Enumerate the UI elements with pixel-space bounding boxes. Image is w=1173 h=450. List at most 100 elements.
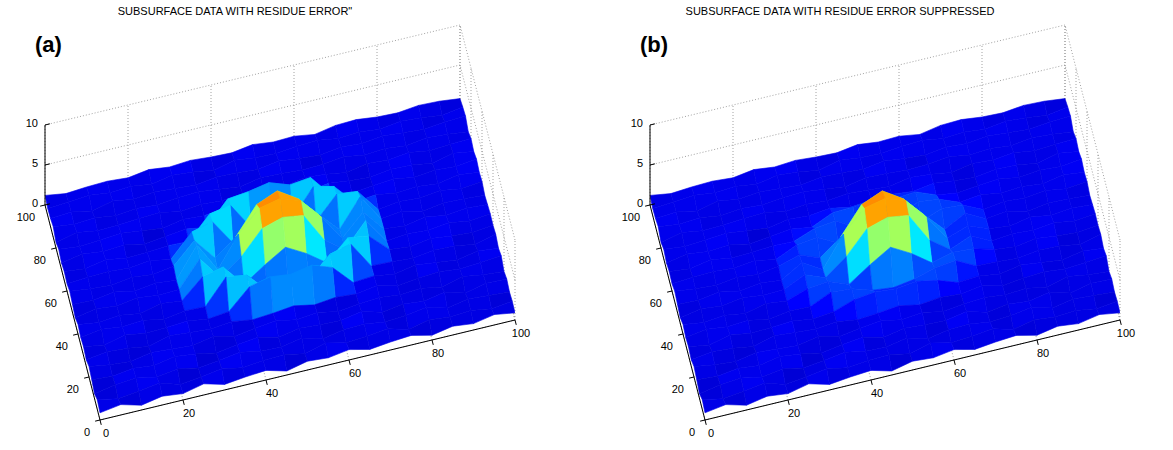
y-tick-label: 80 xyxy=(639,254,651,266)
surface-face xyxy=(738,366,762,379)
surface-face xyxy=(889,178,913,195)
x-tick xyxy=(183,400,184,405)
surface-face xyxy=(868,355,892,371)
surface-face xyxy=(222,368,246,385)
x-tick-label: 0 xyxy=(103,427,109,439)
surface-face xyxy=(388,329,412,342)
grid-line xyxy=(650,25,1065,125)
y-tick xyxy=(62,291,67,292)
y-tick xyxy=(51,248,56,249)
surface-face xyxy=(686,329,710,346)
surface-face xyxy=(1014,151,1038,165)
surface-face xyxy=(842,337,866,352)
surface-face xyxy=(878,306,902,321)
surface xyxy=(45,99,515,413)
chart-title: SUBSURFACE DATA WITH RESIDUE ERROR SUPPR… xyxy=(686,5,995,17)
x-tick xyxy=(954,360,955,365)
y-tick-label: 40 xyxy=(661,340,673,352)
surface-face xyxy=(333,268,357,298)
surface-face xyxy=(951,336,975,349)
y-tick-label: 60 xyxy=(45,297,57,309)
grid-line xyxy=(482,111,483,191)
surface-face xyxy=(848,360,872,377)
surface-face xyxy=(1034,317,1058,335)
surface-face xyxy=(790,307,814,321)
surface-face xyxy=(95,385,119,400)
x-tick-label: 40 xyxy=(266,387,278,399)
grid-line xyxy=(1109,197,1110,277)
surface-face xyxy=(1065,262,1089,276)
surface-face xyxy=(374,274,398,286)
x-tick xyxy=(515,320,516,325)
surface-face xyxy=(460,262,484,276)
y-tick-label: 80 xyxy=(34,254,46,266)
surface-face xyxy=(406,138,430,153)
surface-face xyxy=(69,195,93,212)
y-tick xyxy=(656,248,661,249)
surface-face xyxy=(341,144,365,157)
x-tick xyxy=(1120,320,1121,325)
y-tick-label: 60 xyxy=(650,297,662,309)
surface-face xyxy=(920,125,944,140)
surface-face xyxy=(121,231,145,245)
surface-face xyxy=(418,272,442,289)
surface-face xyxy=(315,125,339,140)
grid-line xyxy=(45,25,460,125)
grid-line xyxy=(694,277,1109,377)
grid-line xyxy=(493,154,494,234)
x-tick xyxy=(432,340,433,345)
surface-face xyxy=(765,383,789,396)
surface-face xyxy=(730,333,754,348)
surface-face xyxy=(971,236,995,250)
y-tick-label: 0 xyxy=(84,426,90,438)
grid-line xyxy=(672,191,1087,291)
panel-label: (b) xyxy=(640,32,668,57)
surface-face xyxy=(806,369,830,385)
surface-face xyxy=(824,352,848,369)
surface-face xyxy=(438,175,462,191)
surface-face xyxy=(75,309,99,325)
surface-face xyxy=(147,246,171,261)
surface-face xyxy=(661,233,685,250)
surface-face xyxy=(243,360,267,377)
grid-line xyxy=(100,320,515,420)
surface-face xyxy=(211,322,235,337)
surface-face xyxy=(446,208,470,223)
grid-line xyxy=(650,65,1065,165)
surface-face xyxy=(103,245,127,260)
surface-face xyxy=(315,297,339,312)
surface-face xyxy=(1073,296,1097,311)
y-tick xyxy=(700,420,705,421)
surface-face xyxy=(1014,320,1038,336)
z-tick xyxy=(45,164,50,165)
grid-line xyxy=(504,197,505,277)
surface-face xyxy=(976,262,1000,276)
surface-face xyxy=(409,320,433,336)
surface-face xyxy=(182,277,206,311)
surface-face xyxy=(990,316,1014,330)
grid-line xyxy=(705,320,1120,420)
surface-face xyxy=(219,352,243,369)
x-tick xyxy=(100,420,101,425)
surface-face xyxy=(468,296,492,311)
grid-line xyxy=(78,234,493,334)
surface-face xyxy=(140,304,164,321)
x-tick xyxy=(266,380,267,385)
surface-face xyxy=(281,338,305,355)
x-tick-label: 60 xyxy=(349,367,361,379)
surface-face xyxy=(450,310,474,326)
panel-label: (a) xyxy=(35,32,62,57)
grid-line xyxy=(45,65,460,165)
surface-face xyxy=(81,329,105,346)
z-tick xyxy=(650,124,655,125)
grid xyxy=(45,25,515,420)
x-tick-label: 20 xyxy=(788,407,800,419)
z-tick xyxy=(650,204,655,205)
grid-line xyxy=(1087,111,1088,191)
surface-face xyxy=(475,234,499,251)
surface-face xyxy=(391,165,415,179)
surface-face xyxy=(744,213,768,231)
y-axis-line xyxy=(650,205,705,420)
surface-face xyxy=(935,261,959,283)
x-tick-label: 20 xyxy=(183,407,195,419)
